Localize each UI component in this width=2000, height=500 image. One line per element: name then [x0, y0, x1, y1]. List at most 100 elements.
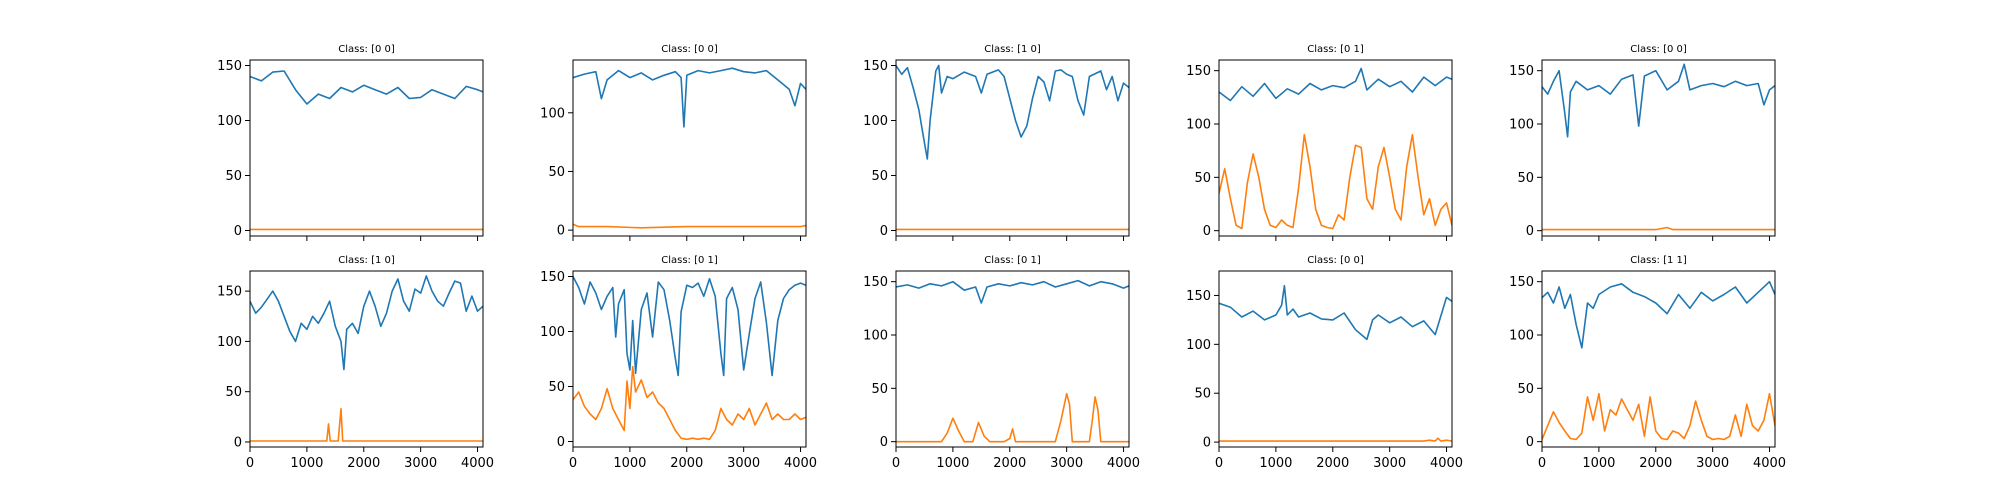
plot-frame	[1541, 270, 1776, 448]
plot-frame	[572, 270, 807, 448]
y-tick-label: 50	[1194, 171, 1211, 186]
x-tick-label: 3000	[1696, 456, 1729, 471]
y-tick-label: 0	[234, 435, 242, 450]
subplot-6: Class: [1 0] 0 50 100 150 0 1000 2000 3000 4000	[217, 255, 494, 471]
x-tick-label: 2000	[1316, 456, 1349, 471]
x-tick-label: 0	[569, 456, 577, 471]
subplot-5: Class: [0 0] 0 50 100 150	[1509, 44, 1776, 241]
plot-frame	[1541, 59, 1776, 237]
series-2-line	[1542, 392, 1775, 441]
y-tick-label: 50	[548, 380, 565, 395]
y-tick-label: 100	[1186, 118, 1211, 133]
x-tick-label: 1000	[1259, 456, 1292, 471]
subplot-title: Class: [1 0]	[338, 255, 395, 266]
y-tick-label: 50	[225, 169, 242, 184]
y-tick-label: 150	[1186, 64, 1211, 79]
x-tick-label: 4000	[461, 456, 494, 471]
subplot-9: Class: [0 0] 0 50 100 150 0 1000 2000 3000 4000	[1186, 255, 1463, 471]
plot-frame	[1218, 59, 1453, 237]
y-tick-label: 150	[540, 270, 565, 285]
x-tick-label: 1000	[1582, 456, 1615, 471]
y-tick-label: 50	[548, 165, 565, 180]
series-1-line	[896, 64, 1129, 160]
series-1-line	[1542, 280, 1775, 349]
series-2-line	[573, 365, 806, 441]
x-tick-label: 3000	[1373, 456, 1406, 471]
y-tick-label: 150	[217, 285, 242, 300]
y-tick-label: 0	[1526, 435, 1534, 450]
subplot-4: Class: [0 1] 0 50 100 150	[1186, 44, 1453, 241]
y-tick-label: 150	[863, 59, 888, 74]
series-1-line	[896, 279, 1129, 304]
y-tick-label: 100	[1509, 118, 1534, 133]
subplot-10: Class: [1 1] 0 50 100 150 0 1000 2000 3000 4000	[1509, 255, 1786, 471]
series-1-line	[1219, 67, 1452, 102]
y-tick-label: 100	[217, 335, 242, 350]
y-tick-label: 50	[1194, 387, 1211, 402]
x-tick-label: 0	[1215, 456, 1223, 471]
y-tick-label: 50	[871, 169, 888, 184]
y-tick-label: 0	[1526, 224, 1534, 239]
subplot-title: Class: [0 1]	[661, 255, 718, 266]
x-tick-label: 3000	[404, 456, 437, 471]
subplot-1: Class: [0 0] 0 50 100 150	[217, 44, 484, 241]
x-tick-label: 2000	[1639, 456, 1672, 471]
x-tick-label: 4000	[784, 456, 817, 471]
y-tick-label: 0	[880, 224, 888, 239]
subplot-title: Class: [0 1]	[984, 255, 1041, 266]
plot-frame	[1218, 270, 1453, 448]
y-tick-label: 100	[1186, 338, 1211, 353]
subplot-title: Class: [1 1]	[1630, 255, 1687, 266]
y-tick-label: 150	[217, 59, 242, 74]
x-tick-label: 0	[1538, 456, 1546, 471]
y-tick-label: 150	[1186, 289, 1211, 304]
plot-frame	[249, 270, 484, 448]
series-2-line	[573, 223, 806, 229]
subplot-title: Class: [0 0]	[1630, 44, 1687, 55]
x-tick-label: 1000	[936, 456, 969, 471]
y-tick-label: 0	[557, 435, 565, 450]
y-tick-label: 50	[225, 385, 242, 400]
x-tick-label: 4000	[1753, 456, 1786, 471]
plot-frame	[895, 270, 1130, 448]
y-tick-label: 100	[863, 329, 888, 344]
subplot-title: Class: [0 1]	[1307, 44, 1364, 55]
y-tick-label: 50	[1517, 171, 1534, 186]
plot-frame	[249, 59, 484, 237]
series-2-line	[1219, 133, 1452, 230]
x-tick-label: 2000	[670, 456, 703, 471]
y-tick-label: 0	[234, 224, 242, 239]
y-tick-label: 0	[1203, 436, 1211, 451]
y-tick-label: 150	[863, 275, 888, 290]
y-tick-label: 50	[871, 382, 888, 397]
x-tick-label: 1000	[613, 456, 646, 471]
subplot-title: Class: [1 0]	[984, 44, 1041, 55]
series-1-line	[1219, 284, 1452, 341]
y-tick-label: 100	[540, 325, 565, 340]
series-2-line	[896, 392, 1129, 443]
y-tick-label: 100	[540, 106, 565, 121]
x-tick-label: 3000	[1050, 456, 1083, 471]
subplot-8: Class: [0 1] 0 50 100 150 0 1000 2000 3000 4000	[863, 255, 1140, 471]
y-tick-label: 0	[1203, 224, 1211, 239]
y-tick-label: 150	[1509, 64, 1534, 79]
subplot-title: Class: [0 0]	[1307, 255, 1364, 266]
plot-frame	[572, 59, 807, 237]
series-1-line	[250, 70, 483, 105]
y-tick-label: 0	[557, 224, 565, 239]
subplot-7: Class: [0 1] 0 50 100 150 0 1000 2000 3000 4000	[540, 255, 817, 471]
x-tick-label: 1000	[290, 456, 323, 471]
subplot-title: Class: [0 0]	[338, 44, 395, 55]
x-tick-label: 0	[246, 456, 254, 471]
series-2-line	[250, 408, 483, 442]
x-tick-label: 4000	[1107, 456, 1140, 471]
y-tick-label: 0	[880, 435, 888, 450]
series-1-line	[1542, 63, 1775, 138]
subplot-title: Class: [0 0]	[661, 44, 718, 55]
series-1-line	[250, 275, 483, 371]
x-tick-label: 4000	[1430, 456, 1463, 471]
y-tick-label: 100	[1509, 329, 1534, 344]
x-tick-label: 0	[892, 456, 900, 471]
x-tick-label: 3000	[727, 456, 760, 471]
series-1-line	[573, 67, 806, 128]
